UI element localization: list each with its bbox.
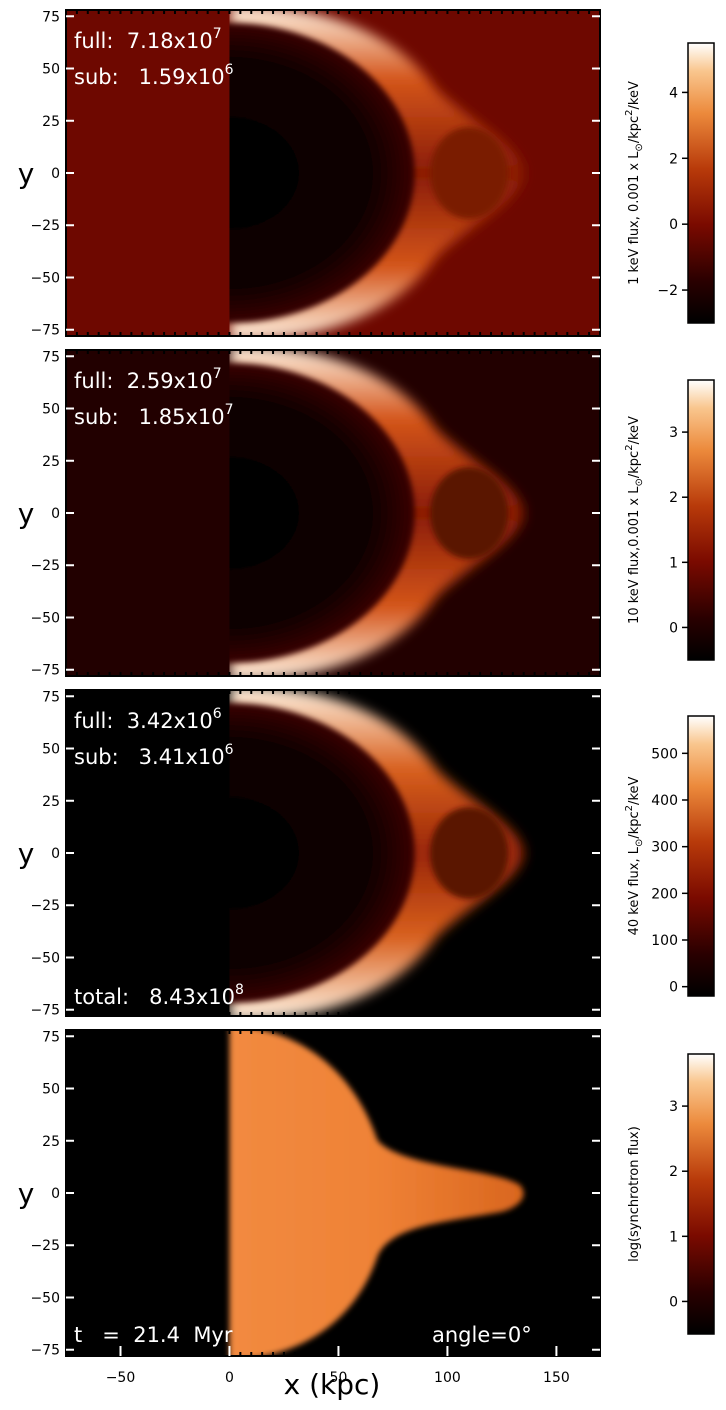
- colorbar-label: 40 keV flux, L⊙/kpc2/keV: [624, 776, 645, 935]
- y-tick-label: 25: [42, 794, 60, 810]
- heatmap-image: [66, 1030, 600, 1356]
- y-tick-label: 25: [42, 114, 60, 130]
- full-flux-annotation: full: 7.18x107: [74, 26, 222, 53]
- colorbar-label: log(synchrotron flux): [627, 1126, 642, 1262]
- left-half: [66, 350, 230, 676]
- x-tick-label: 50: [330, 1370, 348, 1386]
- x-tick-label: 100: [434, 1370, 461, 1386]
- y-tick-label: 75: [42, 9, 60, 25]
- synchrotron-lobe: [229, 1030, 524, 1356]
- colorbar-tick-label: 0: [669, 1294, 678, 1310]
- y-axis-label: y: [18, 837, 35, 870]
- y-tick-label: 50: [42, 1082, 60, 1098]
- y-tick-label: 50: [42, 402, 60, 418]
- y-tick-label: 0: [51, 1186, 60, 1202]
- panel-2: −75 −50 −25 0 25 50 75 y full: 2.59x107 sub: 1.85…: [18, 349, 715, 679]
- y-tick-label: −50: [30, 1290, 60, 1306]
- colorbar-tick-label: 1: [669, 555, 678, 571]
- colorbar-tick-label: 2: [669, 1164, 678, 1180]
- y-tick-label: −75: [30, 1003, 60, 1019]
- y-axis-label: y: [18, 1177, 35, 1210]
- colorbar-gradient: [687, 379, 715, 661]
- x-tick-label: −50: [106, 1370, 136, 1386]
- colorbar-tick-label: 3: [669, 1099, 678, 1115]
- y-tick-label: 25: [42, 454, 60, 470]
- y-tick-label: 75: [42, 1029, 60, 1045]
- left-half: [66, 690, 230, 1016]
- colorbar: 0 1 2 3 10 keV flux,0.001 x L⊙/kpc2/keV: [624, 379, 715, 661]
- y-tick-label: −25: [30, 558, 60, 574]
- y-tick-label: −25: [30, 898, 60, 914]
- heatmap-image: [66, 10, 600, 336]
- y-tick-label: −25: [30, 1238, 60, 1254]
- xray-lobe: [429, 807, 509, 899]
- xray-lobe: [429, 127, 509, 219]
- colorbar-tick-label: 100: [651, 933, 678, 949]
- angle-annotation: angle=0°: [432, 1323, 532, 1347]
- panel-1: −75 −50 −25 0 25 50 75 y full: 7.18x107 sub: 1.59…: [18, 9, 715, 339]
- sub-flux-annotation: sub: 3.41x106: [74, 742, 234, 769]
- full-flux-annotation: full: 3.42x106: [74, 706, 222, 733]
- colorbar-tick-label: 400: [651, 793, 678, 809]
- y-tick-label: 25: [42, 1134, 60, 1150]
- total-flux-annotation: total: 8.43x108: [74, 982, 244, 1009]
- heatmap-image: [66, 350, 600, 676]
- y-tick-label: 0: [51, 166, 60, 182]
- panel-3: −75 −50 −25 0 25 50 75 y full: 3.42x106 sub: 3.41…: [18, 689, 715, 1019]
- x-tick-label: 0: [225, 1370, 234, 1386]
- y-tick-label: 50: [42, 742, 60, 758]
- time-annotation: t = 21.4 Myr: [74, 1323, 233, 1347]
- colorbar-tick-label: 4: [669, 85, 678, 101]
- colorbar-gradient: [687, 1053, 715, 1335]
- colorbar-tick-label: 1: [669, 1229, 678, 1245]
- xray-lobe: [429, 467, 509, 559]
- sub-flux-annotation: sub: 1.59x106: [74, 62, 234, 89]
- colorbar-tick-label: 200: [651, 886, 678, 902]
- x-axis-label: x (kpc): [284, 1368, 381, 1401]
- colorbar-tick-label: 2: [669, 151, 678, 167]
- y-tick-label: 75: [42, 349, 60, 365]
- heatmap-image: [66, 690, 600, 1016]
- colorbar-tick-label: 300: [651, 840, 678, 856]
- y-tick-label: −75: [30, 323, 60, 339]
- y-tick-label: 0: [51, 846, 60, 862]
- colorbar-gradient: [687, 715, 715, 997]
- colorbar: 0 1 2 3 log(synchrotron flux): [627, 1053, 715, 1335]
- colorbar-gradient: [687, 42, 715, 324]
- colorbar-tick-label: 2: [669, 490, 678, 506]
- colorbar-tick-label: 0: [669, 620, 678, 636]
- x-tick-label: 150: [543, 1370, 570, 1386]
- colorbar-tick-label: 500: [651, 746, 678, 762]
- y-tick-label: −50: [30, 610, 60, 626]
- colorbar-tick-label: −2: [657, 283, 678, 299]
- colorbar-label: 10 keV flux,0.001 x L⊙/kpc2/keV: [624, 416, 645, 624]
- left-half: [66, 10, 230, 336]
- y-tick-label: 50: [42, 62, 60, 78]
- colorbar-tick-label: 0: [669, 217, 678, 233]
- colorbar-label: 1 keV flux, 0.001 x L⊙/kpc2/keV: [624, 81, 645, 285]
- y-axis-label: y: [18, 157, 35, 190]
- colorbar-tick-label: 3: [669, 425, 678, 441]
- y-tick-label: −50: [30, 950, 60, 966]
- y-tick-label: −75: [30, 663, 60, 679]
- y-tick-label: −25: [30, 218, 60, 234]
- y-tick-label: −75: [30, 1343, 60, 1359]
- sub-flux-annotation: sub: 1.85x107: [74, 402, 234, 429]
- colorbar: −2 0 2 4 1 keV flux, 0.001 x L⊙/kpc2/keV: [624, 42, 715, 324]
- y-tick-label: −50: [30, 270, 60, 286]
- y-tick-label: 0: [51, 506, 60, 522]
- full-flux-annotation: full: 2.59x107: [74, 366, 222, 393]
- colorbar-tick-label: 0: [669, 980, 678, 996]
- y-axis-label: y: [18, 497, 35, 530]
- colorbar: 0 100 200 300 400 500 40 keV flux, L⊙/kpc2/keV: [624, 715, 715, 997]
- y-tick-label: 75: [42, 689, 60, 705]
- panel-4: −75 −50 −25 0 25 50 75 y t = 21.4 Myr angle=0° −50…: [18, 1029, 715, 1401]
